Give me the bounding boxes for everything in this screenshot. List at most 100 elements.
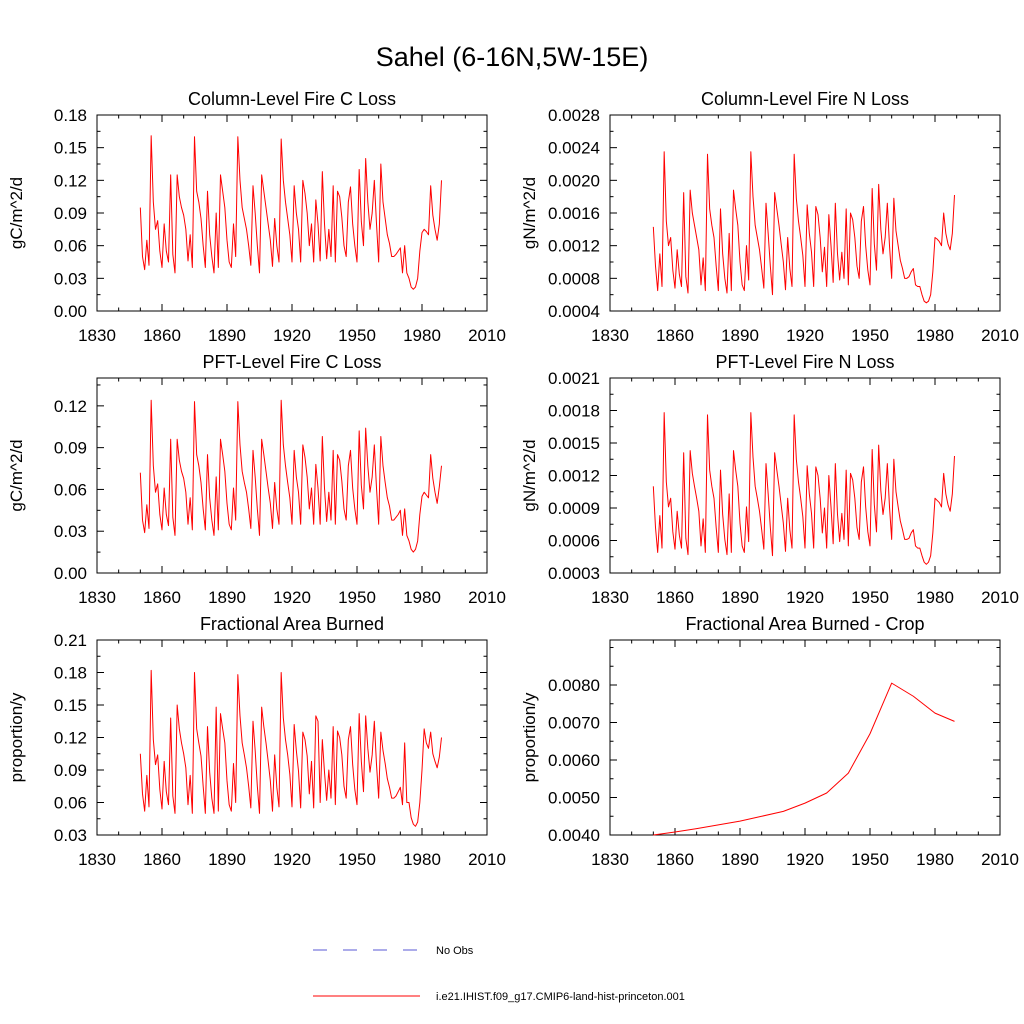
panel-2: Column-Level Fire N Loss gN/m^2/d 1830 1860… [520,89,1019,345]
x-tick-label: 1890 [721,588,759,607]
panel-title: PFT-Level Fire C Loss [202,352,381,372]
panel-title: Fractional Area Burned [200,614,384,634]
y-axis-label: gN/m^2/d [520,177,539,249]
y-tick-label: 0.00 [54,564,87,583]
y-tick-label: 0.06 [54,237,87,256]
x-tick-label: 1830 [591,326,629,345]
y-tick-label: 0.0012 [548,467,600,486]
x-tick-label: 1890 [208,326,246,345]
y-tick-label: 0.0003 [548,564,600,583]
y-tick-label: 0.12 [54,729,87,748]
x-tick-label: 1920 [786,850,824,869]
series-line-1 [139,399,442,553]
y-tick-label: 0.09 [54,761,87,780]
x-tick-label: 1920 [273,850,311,869]
series-line-1 [653,682,955,836]
y-tick-label: 0.0070 [548,714,600,733]
panel-4: PFT-Level Fire N Loss gN/m^2/d 1830 1860 189… [520,352,1019,607]
x-tick-label: 1980 [916,326,954,345]
y-tick-label: 0.12 [54,397,87,416]
x-tick-label: 1950 [338,326,376,345]
x-tick-label: 1980 [403,588,441,607]
series-line-1 [652,151,955,304]
y-tick-label: 0.0020 [548,171,600,190]
y-tick-label: 0.0060 [548,751,600,770]
x-tick-label: 1920 [786,326,824,345]
panel-title: PFT-Level Fire N Loss [715,352,894,372]
series-line-1 [652,412,955,565]
legend-label-model: i.e21.IHIST.f09_g17.CMIP6-land-hist-prin… [436,991,685,1003]
x-tick-label: 2010 [468,326,506,345]
y-tick-label: 0.21 [54,631,87,650]
y-tick-label: 0.0024 [548,139,600,158]
y-tick-label: 0.0009 [548,499,600,518]
y-tick-label: 0.0004 [548,302,600,321]
y-tick-label: 0.18 [54,664,87,683]
y-axis-label: gC/m^2/d [7,439,26,511]
plot-frame [609,639,1001,836]
x-tick-label: 1950 [338,588,376,607]
x-tick-label: 2010 [981,850,1019,869]
series-line-1 [139,135,442,290]
y-tick-label: 0.03 [54,826,87,845]
x-tick-label: 1830 [78,588,116,607]
x-tick-label: 1860 [143,850,181,869]
x-tick-label: 1830 [591,850,629,869]
x-tick-label: 1980 [916,588,954,607]
y-tick-label: 0.18 [54,106,87,125]
y-tick-label: 0.09 [54,204,87,223]
x-tick-label: 2010 [981,588,1019,607]
x-tick-label: 1890 [208,588,246,607]
x-tick-label: 1860 [656,588,694,607]
y-axis-label: gN/m^2/d [520,439,539,511]
y-tick-label: 0.06 [54,794,87,813]
figure-title: Sahel (6-16N,5W-15E) [376,42,649,72]
legend-label-no-obs: No Obs [436,945,474,957]
x-tick-label: 1890 [721,850,759,869]
x-tick-label: 1920 [273,588,311,607]
x-tick-label: 2010 [981,326,1019,345]
y-tick-label: 0.03 [54,522,87,541]
x-tick-label: 1920 [786,588,824,607]
y-tick-label: 0.09 [54,439,87,458]
x-tick-label: 1950 [851,588,889,607]
y-tick-label: 0.06 [54,480,87,499]
y-tick-label: 0.0080 [548,676,600,695]
y-axis-label: proportion/y [7,692,26,782]
y-tick-label: 0.0028 [548,106,600,125]
panel-1: Column-Level Fire C Loss gC/m^2/d 1830 1860… [7,89,506,345]
panel-6: Fractional Area Burned - Crop proportion/… [520,614,1019,869]
panel-5: Fractional Area Burned proportion/y 1830 18… [7,614,506,869]
y-tick-label: 0.0040 [548,826,600,845]
panels: Column-Level Fire C Loss gC/m^2/d 1830 1860… [7,89,1019,869]
x-tick-label: 1980 [403,326,441,345]
x-tick-label: 1890 [208,850,246,869]
x-tick-label: 1950 [851,850,889,869]
y-tick-label: 0.00 [54,302,87,321]
y-tick-label: 0.0015 [548,434,600,453]
panel-3: PFT-Level Fire C Loss gC/m^2/d 1830 1860 189… [7,352,506,607]
x-tick-label: 1860 [143,588,181,607]
x-tick-label: 1860 [656,326,694,345]
x-tick-label: 1950 [851,326,889,345]
legend: No Obs i.e21.IHIST.f09_g17.CMIP6-land-hi… [313,945,685,1003]
x-tick-label: 1830 [78,326,116,345]
x-tick-label: 1830 [78,850,116,869]
plot-frame [96,114,488,312]
y-axis-label: proportion/y [520,692,539,782]
y-tick-label: 0.0006 [548,532,600,551]
y-axis-label: gC/m^2/d [7,177,26,249]
x-tick-label: 2010 [468,588,506,607]
x-tick-label: 1890 [721,326,759,345]
panel-title: Column-Level Fire C Loss [188,89,396,109]
y-tick-label: 0.0008 [548,269,600,288]
y-tick-label: 0.0016 [548,204,600,223]
plot-frame [96,377,488,574]
x-tick-label: 2010 [468,850,506,869]
series-line-1 [139,669,442,827]
y-tick-label: 0.0018 [548,402,600,421]
y-tick-label: 0.0050 [548,789,600,808]
y-tick-label: 0.0012 [548,237,600,256]
x-tick-label: 1830 [591,588,629,607]
x-tick-label: 1920 [273,326,311,345]
